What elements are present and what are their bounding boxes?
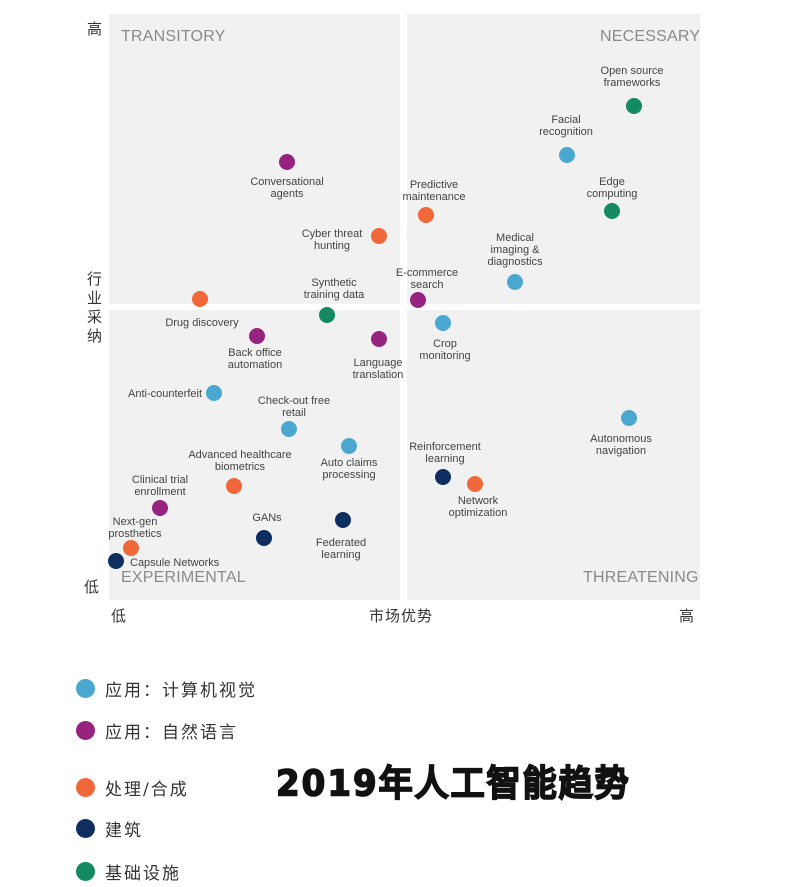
conversational-agents-dot [279, 154, 295, 170]
facial-recognition-label: Facial recognition [539, 114, 593, 138]
legend-label: 应用：自然语言 [105, 723, 238, 743]
legend-label: 应用：计算机视觉 [105, 681, 257, 701]
reinforcement-learning-label: Reinforcement learning [409, 441, 481, 465]
legend-item-infrastructure: 基础设施 [76, 859, 181, 884]
synthetic-training-data-dot [319, 307, 335, 323]
federated-learning-dot [335, 512, 351, 528]
network-optimization-label: Network optimization [448, 495, 508, 519]
legend-dot-icon [76, 862, 95, 881]
quadrant-necessary [407, 14, 700, 304]
legend-label: 处理/合成 [105, 780, 189, 800]
x-axis-label: 市场优势 [369, 607, 434, 625]
quadrant-label-threatening: THREATENING [583, 569, 699, 586]
language-translation-dot [371, 331, 387, 347]
advanced-healthcare-biometrics-dot [226, 478, 242, 494]
back-office-automation-dot [249, 328, 265, 344]
crop-monitoring-dot [435, 315, 451, 331]
next-gen-prosthetics-dot [123, 540, 139, 556]
federated-learning-label: Federated learning [315, 537, 367, 561]
x-axis-high: 高 [679, 607, 695, 625]
legend-item-natural-language: 应用：自然语言 [76, 718, 238, 743]
x-axis-low: 低 [111, 607, 127, 625]
y-axis-label: 行 业 采 纳 [87, 270, 105, 346]
predictive-maintenance-label: Predictive maintenance [402, 179, 466, 203]
legend-dot-icon [76, 778, 95, 797]
y-axis-low: 低 [84, 578, 100, 596]
y-axis-label-char: 采 [87, 308, 103, 326]
facial-recognition-dot [559, 147, 575, 163]
y-axis-high: 高 [87, 20, 103, 38]
edge-computing-dot [604, 203, 620, 219]
chart-title: 2019年人工智能趋势 [275, 762, 631, 806]
legend-label: 建筑 [105, 821, 143, 841]
reinforcement-learning-dot [435, 469, 451, 485]
check-out-free-retail-label: Check-out free retail [257, 395, 331, 419]
autonomous-navigation-dot [621, 410, 637, 426]
quadrant-label-necessary: NECESSARY [600, 28, 701, 45]
cyber-threat-hunting-dot [371, 228, 387, 244]
gans-label: GANs [252, 512, 282, 524]
legend-item-processing: 处理/合成 [76, 775, 189, 800]
check-out-free-retail-dot [281, 421, 297, 437]
next-gen-prosthetics-label: Next-gen prosthetics [108, 516, 162, 540]
legend-dot-icon [76, 679, 95, 698]
y-axis-label-char: 纳 [87, 327, 103, 345]
auto-claims-processing-label: Auto claims processing [320, 457, 378, 481]
advanced-healthcare-biometrics-label: Advanced healthcare biometrics [188, 449, 292, 473]
auto-claims-processing-dot [341, 438, 357, 454]
clinical-trial-enrollment-dot [152, 500, 168, 516]
drug-discovery-label: Drug discovery [165, 317, 239, 329]
anti-counterfeit-dot [206, 385, 222, 401]
open-source-frameworks-dot [626, 98, 642, 114]
clinical-trial-enrollment-label: Clinical trial enrollment [131, 474, 189, 498]
medical-imaging-label: Medical imaging & diagnostics [487, 232, 543, 268]
legend-label: 基础设施 [105, 864, 181, 884]
y-axis-label-char: 行 [87, 270, 103, 288]
drug-discovery-dot [192, 291, 208, 307]
anti-counterfeit-label: Anti-counterfeit [128, 388, 202, 400]
conversational-agents-label: Conversational agents [250, 176, 324, 200]
network-optimization-dot [467, 476, 483, 492]
legend-dot-icon [76, 819, 95, 838]
quadrant-experimental [109, 310, 400, 600]
back-office-automation-label: Back office automation [227, 347, 283, 371]
quadrant-label-transitory: TRANSITORY [121, 28, 226, 45]
e-commerce-search-dot [410, 292, 426, 308]
e-commerce-search-label: E-commerce search [395, 267, 459, 291]
legend-item-computer-vision: 应用：计算机视觉 [76, 676, 257, 701]
crop-monitoring-label: Crop monitoring [419, 338, 471, 362]
cyber-threat-hunting-label: Cyber threat hunting [301, 228, 363, 252]
quadrant-label-experimental: EXPERIMENTAL [121, 569, 246, 586]
capsule-networks-dot [108, 553, 124, 569]
synthetic-training-data-label: Synthetic training data [303, 277, 365, 301]
medical-imaging-dot [507, 274, 523, 290]
y-axis-label-char: 业 [87, 289, 103, 307]
quadrant-threatening [407, 310, 700, 600]
gans-dot [256, 530, 272, 546]
open-source-frameworks-label: Open source frameworks [600, 65, 664, 89]
edge-computing-label: Edge computing [586, 176, 638, 200]
language-translation-label: Language translation [352, 357, 404, 381]
quadrant-transitory [109, 14, 400, 304]
predictive-maintenance-dot [418, 207, 434, 223]
legend-dot-icon [76, 721, 95, 740]
legend-item-architecture: 建筑 [76, 816, 143, 841]
capsule-networks-label: Capsule Networks [130, 557, 220, 569]
autonomous-navigation-label: Autonomous navigation [590, 433, 652, 457]
